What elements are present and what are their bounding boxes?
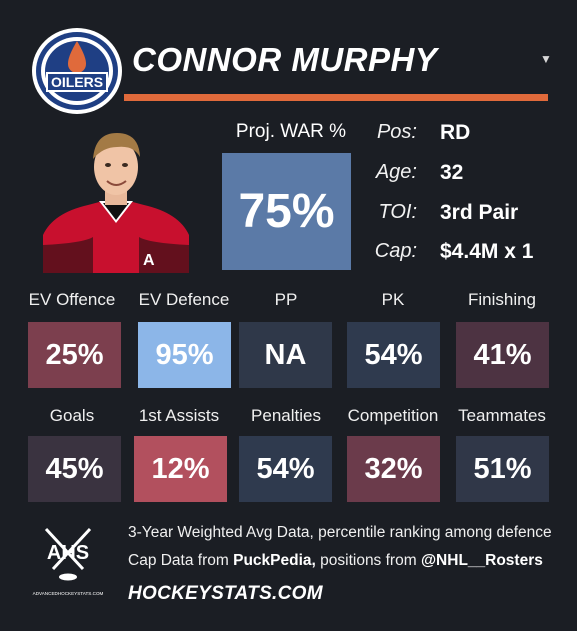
stat-box-pp: NA	[239, 322, 332, 388]
stat-label-ev-defence: EV Defence	[138, 290, 230, 309]
stat-box-pk: 54%	[347, 322, 440, 388]
player-name: CONNOR MURPHY	[132, 41, 438, 78]
stat-label-pk: PK	[381, 290, 405, 309]
team-logo-text: OILERS	[51, 74, 103, 90]
stat-box-ev-defence: 95%	[138, 322, 231, 388]
stat-label-1st-assists: 1st Assists	[138, 406, 220, 425]
info-value: $4.4M x 1	[440, 240, 534, 263]
info-value: RD	[440, 121, 471, 144]
info-label: TOI:	[378, 201, 417, 223]
credits-mid: positions from	[315, 552, 421, 569]
stat-label-ev-offence: EV Offence	[28, 290, 116, 309]
player-photo: A	[43, 125, 189, 273]
info-toi: TOI: 3rd Pair	[378, 201, 570, 231]
credits-source-nhl-rosters: @NHL__Rosters	[420, 552, 543, 569]
stat-box-ev-offence: 25%	[28, 322, 121, 388]
stat-label-penalties: Penalties	[251, 406, 321, 425]
chevron-down-icon[interactable]: ▼	[540, 52, 552, 66]
war-value: 75%	[222, 153, 351, 270]
info-age: Age: 32	[376, 161, 570, 191]
stat-label-competition: Competition	[347, 406, 439, 425]
stat-box-teammates: 51%	[456, 436, 549, 502]
svg-text:A: A	[143, 252, 155, 269]
info-value: 3rd Pair	[440, 201, 519, 224]
ahs-logo: AHS ADVANCEDHOCKEYSTATS.COM	[28, 525, 108, 610]
info-label: Cap:	[374, 240, 417, 262]
stat-label-teammates: Teammates	[458, 406, 546, 425]
stat-label-pp: PP	[274, 290, 298, 309]
war-label: Proj. WAR %	[235, 121, 347, 142]
ahs-logo-subtext: ADVANCEDHOCKEYSTATS.COM	[33, 591, 104, 596]
stat-box-finishing: 41%	[456, 322, 549, 388]
credits-prefix: Cap Data from	[128, 552, 234, 569]
credits-source-puckpedia: PuckPedia,	[233, 552, 316, 569]
ahs-logo-text: AHS	[47, 542, 89, 564]
stat-box-goals: 45%	[28, 436, 121, 502]
info-value: 32	[440, 161, 464, 184]
info-cap: Cap: $4.4M x 1	[375, 240, 570, 270]
info-pos: Pos: RD	[376, 121, 570, 151]
header-divider	[124, 94, 548, 101]
info-label: Age:	[375, 161, 417, 183]
info-label: Pos:	[376, 121, 417, 143]
team-logo: OILERS	[30, 26, 124, 116]
stat-box-1st-assists: 12%	[134, 436, 227, 502]
stat-box-penalties: 54%	[239, 436, 332, 502]
footer-note: 3-Year Weighted Avg Data, percentile ran…	[128, 524, 552, 541]
stat-box-competition: 32%	[347, 436, 440, 502]
stat-label-finishing: Finishing	[467, 290, 537, 309]
site-name: HOCKEYSTATS.COM	[128, 583, 323, 604]
footer-credits: Cap Data from PuckPedia, positions from …	[128, 552, 543, 570]
stat-label-goals: Goals	[49, 406, 95, 425]
